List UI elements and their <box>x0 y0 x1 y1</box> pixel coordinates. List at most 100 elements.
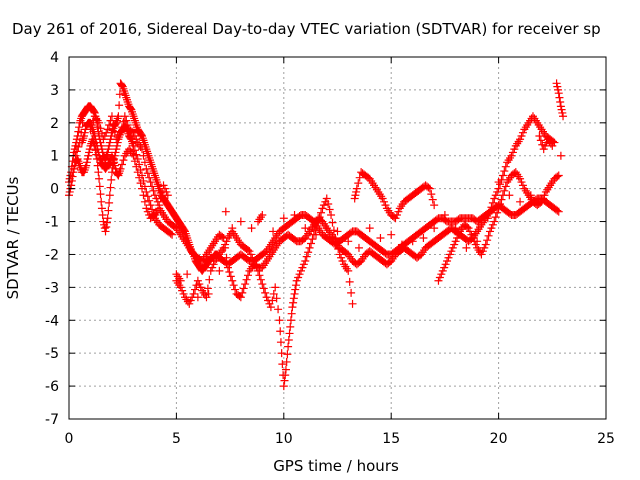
series-3 <box>71 108 565 302</box>
data-point <box>149 167 158 176</box>
data-point <box>132 162 141 171</box>
data-point <box>350 194 359 203</box>
data-point <box>500 167 509 176</box>
chart-title: Day 261 of 2016, Sidereal Day-to-day VTE… <box>12 20 601 38</box>
data-point <box>281 371 290 380</box>
data-point <box>298 263 307 272</box>
y-tick-label: -7 <box>45 412 59 428</box>
data-point <box>215 266 224 275</box>
x-tick-label: 20 <box>490 431 508 447</box>
data-point <box>117 160 126 169</box>
data-point <box>494 204 503 213</box>
data-point <box>497 195 506 204</box>
x-axis-label: GPS time / hours <box>273 457 399 475</box>
data-point <box>110 161 119 170</box>
data-point <box>241 280 250 289</box>
data-point <box>168 230 177 239</box>
data-point <box>137 130 146 139</box>
data-point <box>391 214 400 223</box>
data-point <box>179 289 188 298</box>
data-point <box>90 131 99 140</box>
data-point <box>444 253 453 262</box>
data-point <box>102 223 111 232</box>
data-point <box>305 243 314 252</box>
data-point <box>280 376 289 385</box>
data-point <box>152 175 161 184</box>
data-point <box>162 187 171 196</box>
data-point <box>222 253 231 262</box>
data-point <box>98 210 107 219</box>
data-point <box>380 197 389 206</box>
data-point <box>129 112 138 121</box>
data-point <box>354 243 363 252</box>
data-point <box>105 159 114 168</box>
data-point <box>143 149 152 158</box>
data-point <box>236 293 245 302</box>
data-point <box>328 218 337 227</box>
data-point <box>287 309 296 318</box>
data-point <box>80 108 89 117</box>
y-tick-label: -2 <box>45 247 59 263</box>
data-point <box>269 289 278 298</box>
data-point <box>282 357 291 366</box>
data-point <box>290 210 299 219</box>
data-point <box>554 85 563 94</box>
data-point <box>100 224 109 233</box>
data-point <box>465 227 474 236</box>
data-point <box>117 81 126 90</box>
data-point <box>501 162 510 171</box>
data-point <box>112 145 121 154</box>
data-point <box>279 214 288 223</box>
data-point <box>148 162 157 171</box>
data-point <box>206 266 215 275</box>
data-point <box>126 104 135 113</box>
data-point <box>122 116 131 125</box>
data-point <box>488 198 497 207</box>
data-point <box>441 260 450 269</box>
data-point <box>145 196 154 205</box>
x-tick-label: 15 <box>382 431 400 447</box>
data-point <box>148 205 157 214</box>
data-point <box>246 250 255 259</box>
data-point <box>97 197 106 206</box>
data-point <box>139 191 148 200</box>
data-point <box>92 141 101 150</box>
data-point <box>221 207 230 216</box>
data-point <box>223 263 232 272</box>
data-point <box>558 108 567 117</box>
data-point <box>556 102 565 111</box>
data-point <box>129 141 138 150</box>
data-point <box>430 224 439 233</box>
data-point <box>437 270 446 279</box>
data-point <box>195 280 204 289</box>
data-point <box>236 217 245 226</box>
data-point <box>333 227 342 236</box>
data-point <box>491 191 500 200</box>
y-axis: -7 -6 -5 -4 -3 -2 -1 0 1 2 3 4 <box>45 50 606 428</box>
x-tick-label: 0 <box>65 431 74 447</box>
data-point <box>451 237 460 246</box>
data-point <box>105 198 114 207</box>
data-point <box>289 298 298 307</box>
y-tick-label: 1 <box>50 149 59 165</box>
data-point <box>105 121 114 130</box>
data-point <box>325 205 334 214</box>
data-point <box>496 180 505 189</box>
data-point <box>483 236 492 245</box>
data-point <box>105 138 114 147</box>
data-point <box>104 206 113 215</box>
data-point <box>115 90 124 99</box>
data-point <box>70 164 79 173</box>
data-point <box>427 190 436 199</box>
data-point <box>104 145 113 154</box>
y-tick-label: -6 <box>45 379 59 395</box>
data-point <box>156 194 165 203</box>
data-point <box>496 199 505 208</box>
data-point <box>153 180 162 189</box>
data-point <box>355 173 364 182</box>
data-point <box>291 281 300 290</box>
data-point <box>445 250 454 259</box>
data-point <box>150 191 159 200</box>
data-point <box>352 184 361 193</box>
data-point <box>419 234 428 242</box>
